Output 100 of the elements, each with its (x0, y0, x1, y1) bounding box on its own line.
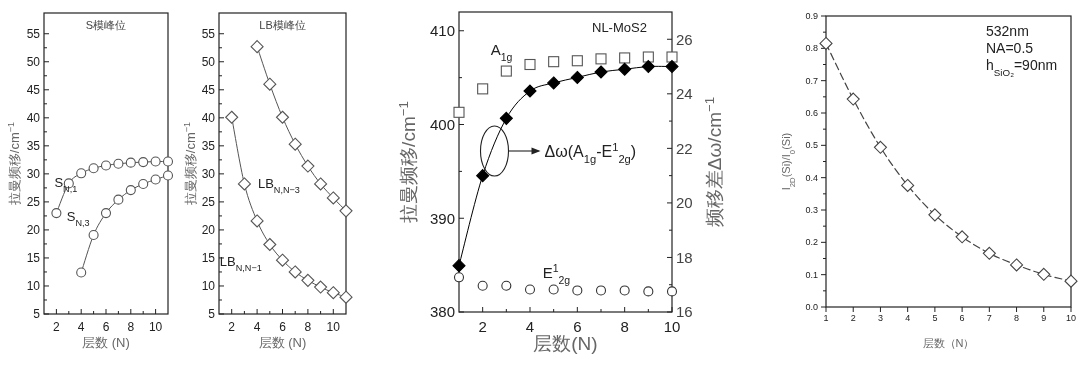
point (641, 60, 655, 74)
y2-tick-label: 16 (676, 303, 693, 321)
point (452, 259, 466, 273)
point (476, 169, 490, 183)
point (665, 60, 679, 74)
y2-tick-label: 20 (676, 194, 693, 212)
point (477, 280, 488, 291)
x-tick-label: 10 (1065, 313, 1077, 323)
point (275, 110, 290, 124)
point (138, 178, 149, 190)
point (113, 158, 124, 169)
y-tick-label: 20 (201, 223, 216, 238)
x-tick-label: 4 (905, 313, 911, 323)
point (76, 267, 87, 278)
y-tick-label: 35 (201, 139, 216, 154)
point (125, 185, 136, 196)
point (523, 84, 537, 98)
y-tick-label: 50 (201, 54, 216, 69)
y-tick-label: 15 (26, 251, 41, 266)
point (618, 62, 632, 76)
point (873, 140, 887, 154)
x-axis-title: 层数(N) (533, 333, 598, 354)
y-tick-label: 400 (429, 115, 455, 133)
point (846, 92, 860, 106)
point (100, 160, 112, 171)
point (571, 55, 583, 67)
point (250, 40, 264, 54)
point (237, 177, 251, 191)
y-tick-label: 55 (26, 26, 41, 41)
point (339, 290, 353, 304)
point (162, 156, 174, 167)
y-tick-label: 0.9 (805, 11, 818, 22)
point (1010, 258, 1024, 272)
point (288, 265, 302, 279)
x-tick-label: 10 (148, 320, 163, 334)
x-tick-label: 6 (279, 320, 287, 334)
x-tick-label: 1 (823, 313, 829, 323)
x-tick-label: 8 (127, 320, 135, 334)
x-tick-label: 2 (850, 313, 856, 323)
x-tick-label: 10 (326, 320, 341, 334)
text: S模峰位 (85, 19, 127, 31)
y-tick-label: 0.2 (805, 237, 818, 248)
point (982, 246, 996, 260)
point (619, 285, 630, 296)
y-tick-label: 25 (26, 195, 41, 210)
x-tick-label: 3 (877, 313, 883, 323)
y-tick-label: 50 (26, 54, 41, 69)
point (288, 137, 302, 151)
point (100, 208, 112, 219)
annotation: NA=0.5 (986, 40, 1034, 56)
point (76, 168, 87, 179)
y-tick-label: 390 (429, 209, 455, 227)
y-tick-label: 0.0 (805, 302, 818, 313)
point (666, 51, 678, 63)
y2-tick-label: 24 (676, 85, 693, 103)
point (150, 156, 161, 167)
point (572, 285, 583, 296)
x-tick-label: 7 (986, 313, 992, 323)
point (88, 229, 99, 241)
y-tick-label: 30 (26, 167, 41, 182)
x-tick-label: 8 (1014, 313, 1020, 323)
y-tick-label: 55 (201, 26, 216, 41)
x-tick-label: 2 (478, 318, 487, 335)
point (595, 285, 607, 296)
y-tick-label: 40 (201, 111, 216, 126)
x-tick-label: 8 (304, 320, 312, 334)
y-tick-label: 10 (201, 279, 216, 294)
y-tick-label: 0.3 (805, 205, 818, 216)
x-tick-label: 6 (959, 313, 965, 323)
y-tick-label: 15 (201, 251, 216, 266)
x-axis-title: 层数 (N) (82, 335, 130, 350)
text: LB模峰位 (259, 19, 306, 31)
point (499, 111, 513, 125)
y-tick-label: 410 (429, 22, 455, 39)
x-tick-label: 10 (663, 318, 681, 335)
point (125, 157, 136, 168)
point (548, 56, 560, 68)
point (1037, 267, 1051, 281)
point (326, 286, 340, 300)
point (594, 65, 608, 79)
point (642, 51, 654, 63)
point (339, 204, 353, 218)
y-tick-label: 0.8 (805, 43, 818, 54)
point (1064, 274, 1078, 288)
y-tick-label: 20 (26, 223, 41, 238)
x-tick-label: 8 (620, 318, 629, 335)
y-tick-label: 0.6 (805, 108, 818, 119)
y-tick-label: 45 (201, 82, 216, 97)
y-tick-label: 0.4 (805, 172, 818, 183)
series-label: A$_{1g}$ (490, 40, 513, 63)
point (263, 77, 277, 91)
point (547, 76, 561, 90)
y-tick-label: 40 (26, 111, 41, 126)
series-label: S$_{N,1}$ (54, 175, 78, 195)
point (643, 286, 654, 297)
point (314, 177, 328, 191)
point (901, 178, 915, 192)
point (113, 194, 124, 205)
point (477, 83, 489, 95)
point (88, 163, 99, 174)
